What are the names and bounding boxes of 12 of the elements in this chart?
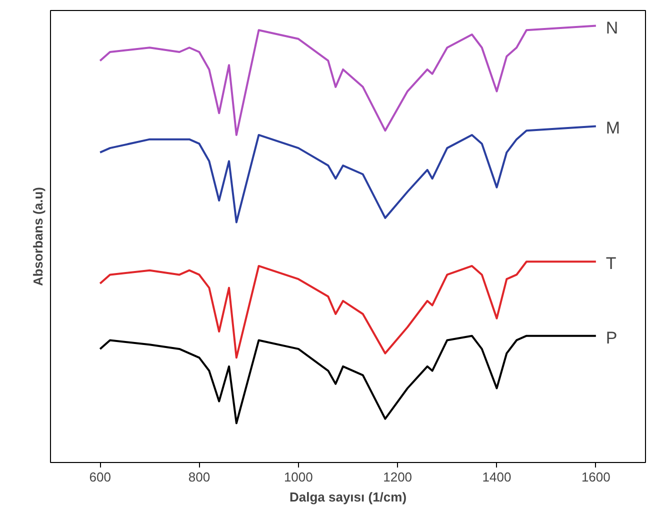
x-tick-label: 1600 bbox=[581, 470, 610, 484]
series-label: N bbox=[606, 18, 618, 38]
series-label: T bbox=[606, 254, 616, 274]
x-axis-title: Dalga sayısı (1/cm) bbox=[289, 490, 407, 504]
x-tick-label: 800 bbox=[188, 470, 210, 484]
series-label: P bbox=[606, 328, 618, 348]
series-label: M bbox=[606, 118, 620, 138]
x-tick-label: 1000 bbox=[284, 470, 313, 484]
y-axis-title: Absorbans (a.u) bbox=[30, 187, 46, 286]
x-tick-label: 1200 bbox=[383, 470, 412, 484]
x-tick-label: 600 bbox=[89, 470, 111, 484]
x-tick-label: 1400 bbox=[482, 470, 512, 484]
